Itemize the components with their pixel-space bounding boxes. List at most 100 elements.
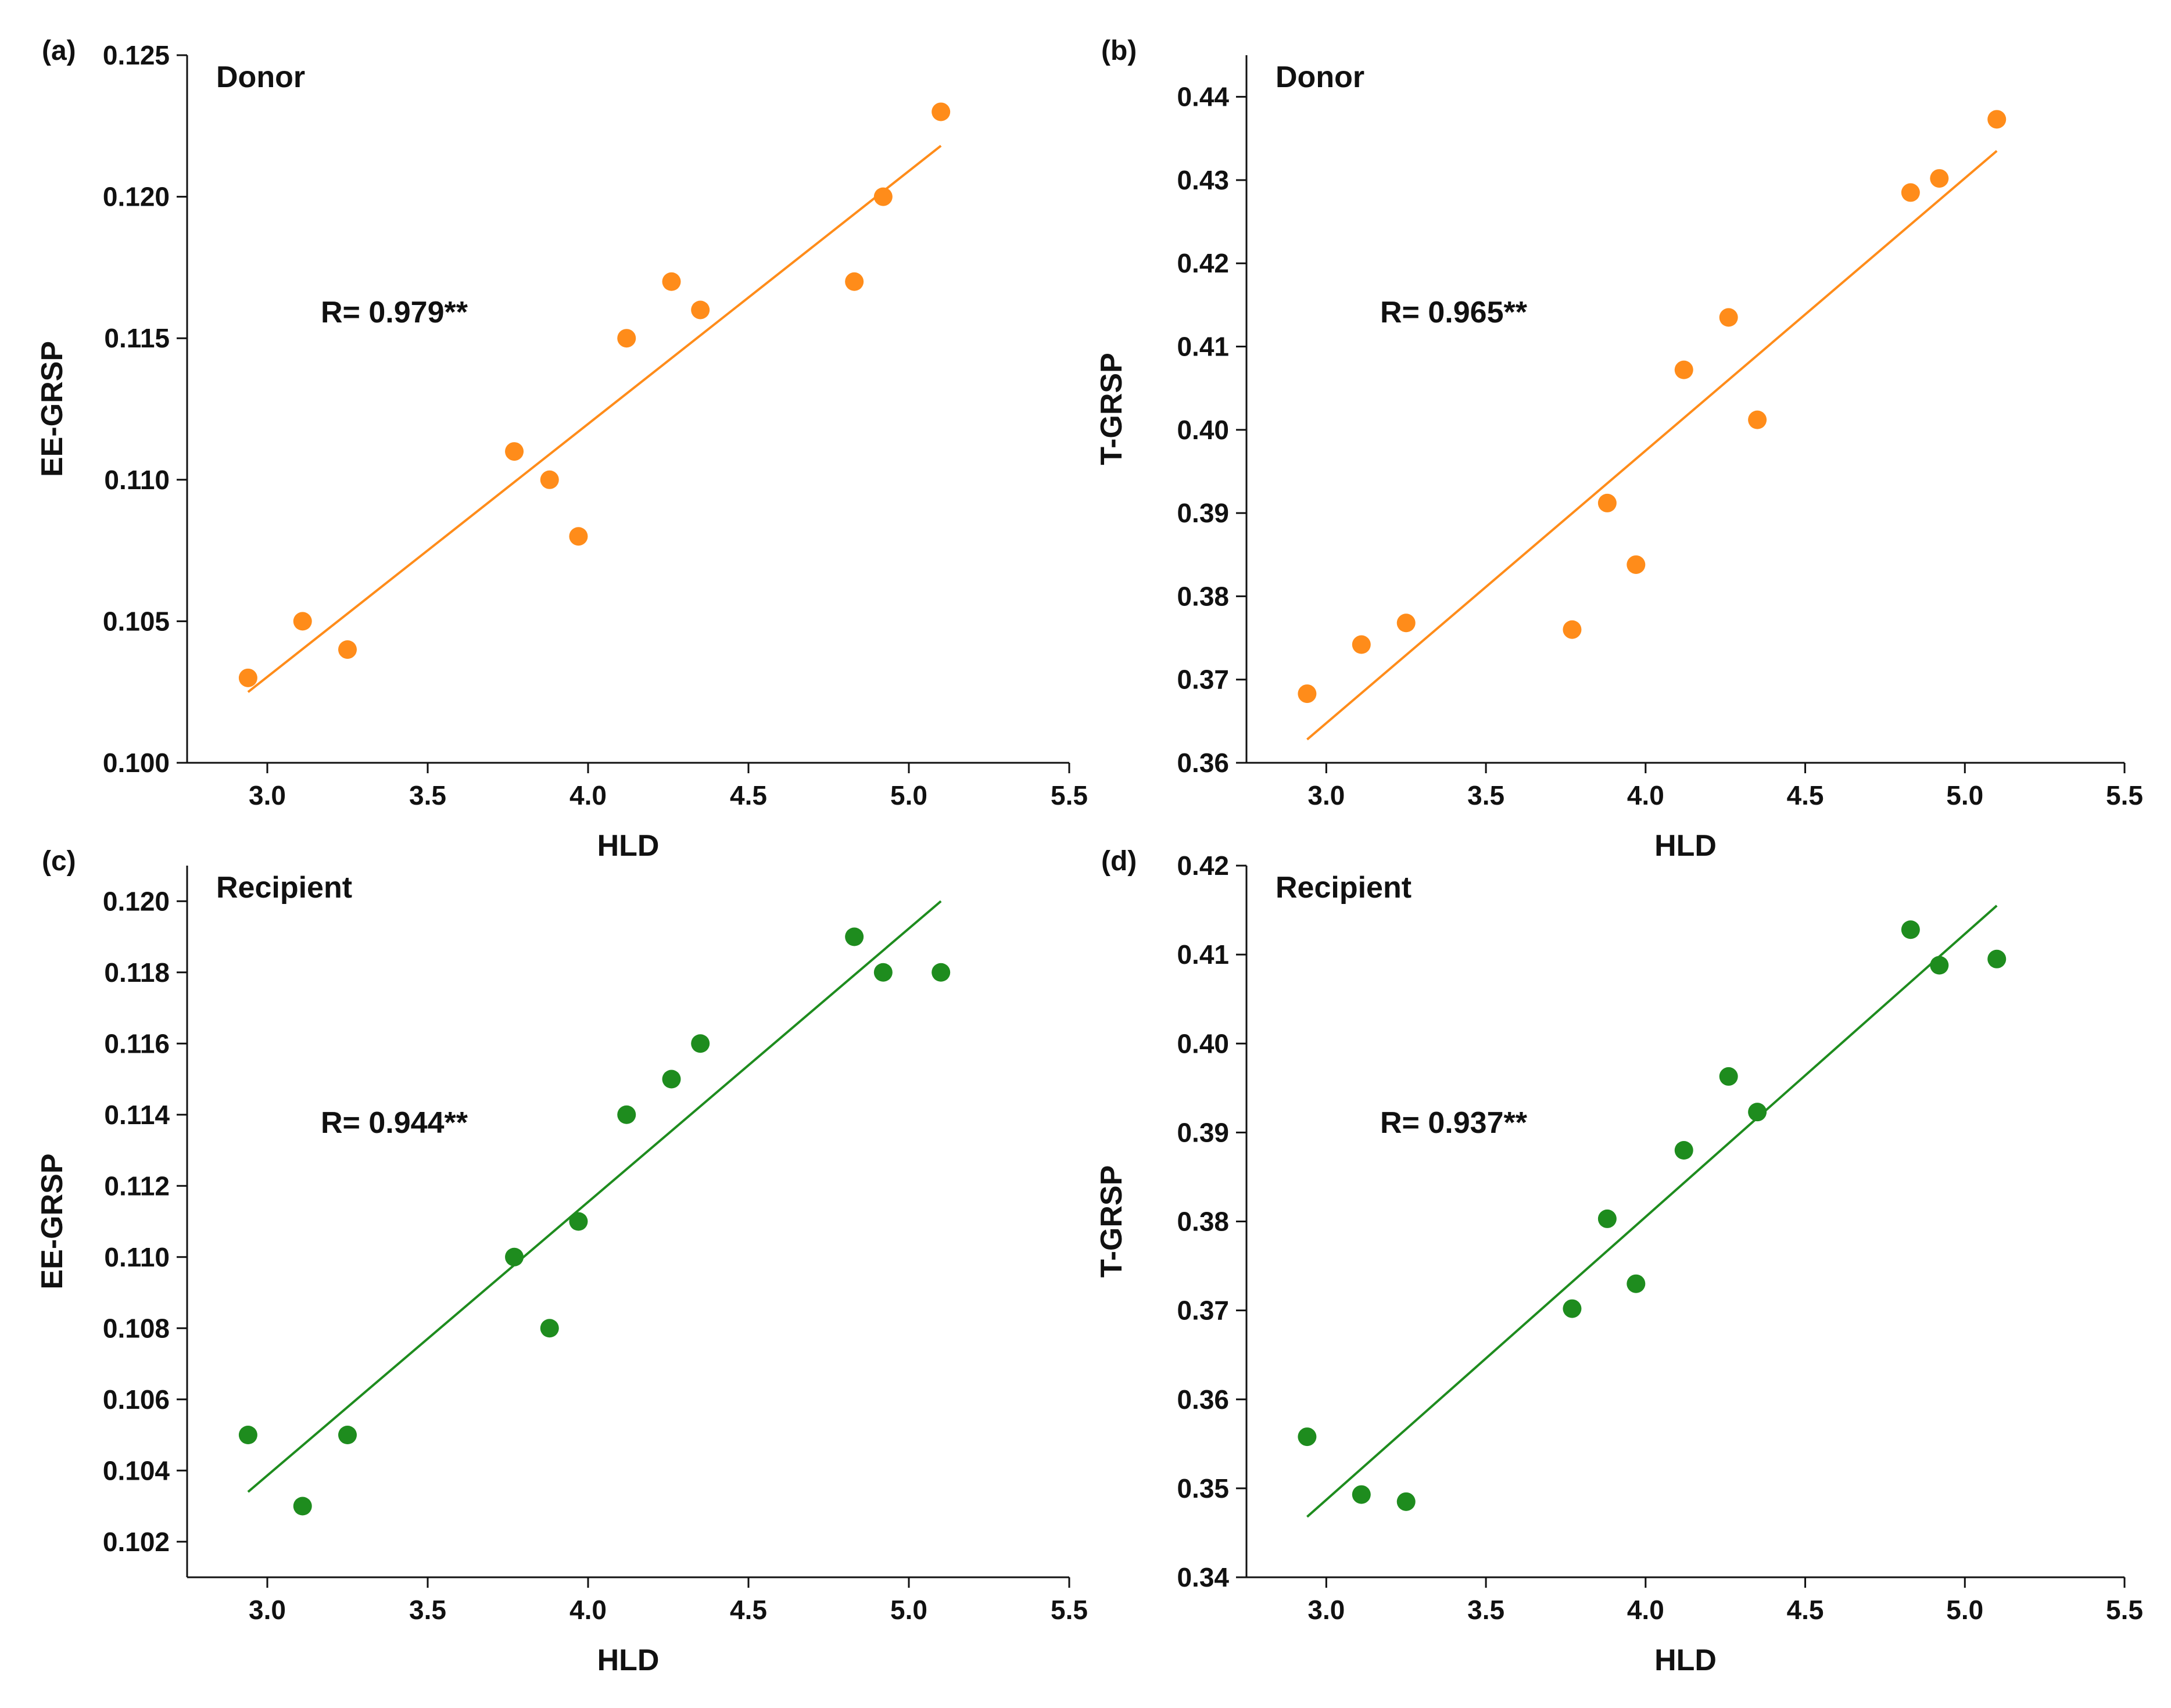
panel-2-x-tick-label: 4.5 xyxy=(1787,780,1824,810)
panel-1-x-tick-label: 5.5 xyxy=(1051,780,1088,810)
panel-2-y-tick-label: 0.36 xyxy=(1177,748,1229,778)
panel-1-data-point xyxy=(569,527,588,546)
panel-3-data-point xyxy=(873,963,893,982)
panel-3-data-point xyxy=(238,1426,257,1444)
panel-3-x-tick-label: 4.0 xyxy=(569,1595,607,1625)
panel-3-y-axis-label: EE-GRSP xyxy=(35,1153,69,1289)
panel-3-data-point xyxy=(662,1070,681,1089)
panel-4-panel-letter: (d) xyxy=(1101,846,1137,877)
panel-3-y-tick-label: 0.120 xyxy=(103,886,170,916)
panel-3-x-tick-label: 5.0 xyxy=(890,1595,927,1625)
panel-2-regression-line xyxy=(1306,150,1998,741)
panel-3-y-tick-label: 0.112 xyxy=(104,1171,170,1201)
panel-3-x-tick-label: 3.5 xyxy=(409,1595,446,1625)
panel-1-correlation-label: R= 0.979** xyxy=(321,296,468,329)
panel-3-data-point xyxy=(691,1034,710,1053)
panel-1-data-point xyxy=(238,668,257,687)
panel-1-y-axis-label: EE-GRSP xyxy=(35,341,69,477)
panel-2-y-axis-label: T-GRSP xyxy=(1095,353,1129,465)
panel-2-y-tick-label: 0.37 xyxy=(1177,665,1229,695)
panel-1-data-point xyxy=(932,102,951,121)
panel-2-x-axis-label: HLD xyxy=(1654,829,1717,863)
panel-4-y-tick-label: 0.36 xyxy=(1177,1384,1229,1415)
panel-3-data-point xyxy=(932,963,951,982)
panel-1-y-tick-label: 0.100 xyxy=(103,748,170,778)
panel-4-data-point xyxy=(1719,1067,1738,1086)
panel-4-y-tick-label: 0.37 xyxy=(1177,1296,1229,1326)
panel-1-x-axis-label: HLD xyxy=(597,829,660,863)
panel-2-y-tick-label: 0.44 xyxy=(1177,82,1229,112)
panel-3-y-tick-label: 0.110 xyxy=(104,1242,170,1272)
panel-4-group-label: Recipient xyxy=(1276,871,1411,905)
panel-4-x-tick-label: 5.5 xyxy=(2106,1595,2143,1625)
panel-4-x-tick-label: 4.0 xyxy=(1627,1595,1664,1625)
panel-3-panel-letter: (c) xyxy=(42,846,76,877)
panel-2-data-point xyxy=(1597,493,1617,512)
panel-3-y-tick-label: 0.106 xyxy=(103,1384,170,1415)
panel-2-data-point xyxy=(1563,620,1582,639)
panel-1-data-point xyxy=(293,612,312,631)
panel-2-x-tick-label: 3.5 xyxy=(1467,780,1504,810)
panel-4-data-point xyxy=(1396,1492,1416,1511)
panel-1-x-tick-label: 4.0 xyxy=(569,780,607,810)
panel-2-data-point xyxy=(1298,684,1317,704)
panel-2-data-point xyxy=(1987,110,2007,129)
panel-2-x-tick-label: 5.0 xyxy=(1946,780,1983,810)
panel-2-y-tick-label: 0.42 xyxy=(1177,248,1229,278)
panel-2-correlation-label: R= 0.965** xyxy=(1380,296,1528,329)
panel-3-group-label: Recipient xyxy=(216,871,352,905)
panel-1-data-point xyxy=(338,640,357,659)
panel-1-y-tick-label: 0.125 xyxy=(103,40,170,70)
panel-3-data-point xyxy=(617,1105,636,1124)
panel-1-regression-line xyxy=(247,145,942,693)
panel-1-data-point xyxy=(873,187,893,206)
panel-2-x-tick-label: 3.0 xyxy=(1307,780,1345,810)
panel-3-x-tick-label: 4.5 xyxy=(730,1595,767,1625)
panel-1-y-tick-label: 0.120 xyxy=(103,182,170,212)
panel-1-x-tick-label: 4.5 xyxy=(730,780,767,810)
panel-4-regression-line xyxy=(1306,905,1998,1518)
panel-4-y-tick-label: 0.39 xyxy=(1177,1117,1229,1147)
panel-2-data-point xyxy=(1396,613,1416,633)
panel-4-data-point xyxy=(1627,1274,1646,1293)
panel-4-y-tick-label: 0.34 xyxy=(1177,1562,1229,1592)
panel-3-y-tick-label: 0.116 xyxy=(104,1028,170,1058)
panel-1-y-tick-label: 0.110 xyxy=(104,465,170,495)
panel-2-group-label: Donor xyxy=(1276,60,1364,94)
panel-4-data-point xyxy=(1674,1141,1693,1160)
panel-3-x-tick-label: 5.5 xyxy=(1051,1595,1088,1625)
panel-4-y-axis-label: T-GRSP xyxy=(1095,1165,1129,1278)
panel-1-data-point xyxy=(540,470,559,489)
panel-1-group-label: Donor xyxy=(216,60,305,94)
panel-4-data-point xyxy=(1748,1103,1767,1122)
panel-4-data-point xyxy=(1597,1209,1617,1228)
panel-1-data-point xyxy=(505,442,524,461)
panel-2-data-point xyxy=(1748,410,1767,429)
panel-1-x-tick-label: 3.0 xyxy=(249,780,286,810)
panel-2-data-point xyxy=(1930,169,1949,188)
panel-4-x-axis-label: HLD xyxy=(1654,1644,1717,1677)
panel-2-panel-letter: (b) xyxy=(1101,35,1137,66)
panel-4-correlation-label: R= 0.937** xyxy=(1380,1106,1528,1140)
panel-3-data-point xyxy=(540,1319,559,1338)
panel-4-x-tick-label: 3.5 xyxy=(1467,1595,1504,1625)
panel-4-y-tick-label: 0.41 xyxy=(1177,939,1229,970)
panel-4-data-point xyxy=(1352,1485,1371,1504)
panel-4-data-point xyxy=(1563,1299,1582,1318)
panel-2-data-point xyxy=(1719,308,1738,327)
panel-1-data-point xyxy=(617,329,636,348)
panel-3-x-axis-label: HLD xyxy=(597,1644,660,1677)
panel-3-data-point xyxy=(569,1212,588,1231)
panel-3-y-tick-label: 0.104 xyxy=(103,1455,170,1485)
panel-3-regression-line xyxy=(247,900,942,1493)
panel-2-data-point xyxy=(1627,555,1646,574)
panel-3-x-tick-label: 3.0 xyxy=(249,1595,286,1625)
panel-1-y-tick-label: 0.115 xyxy=(104,323,170,353)
panel-3-data-point xyxy=(505,1247,524,1266)
panel-2-y-tick-label: 0.43 xyxy=(1177,165,1229,195)
panel-3-y-tick-label: 0.102 xyxy=(103,1527,170,1557)
panel-4-x-tick-label: 4.5 xyxy=(1787,1595,1824,1625)
panel-3-data-point xyxy=(293,1497,312,1516)
panel-4-data-point xyxy=(1987,949,2007,968)
